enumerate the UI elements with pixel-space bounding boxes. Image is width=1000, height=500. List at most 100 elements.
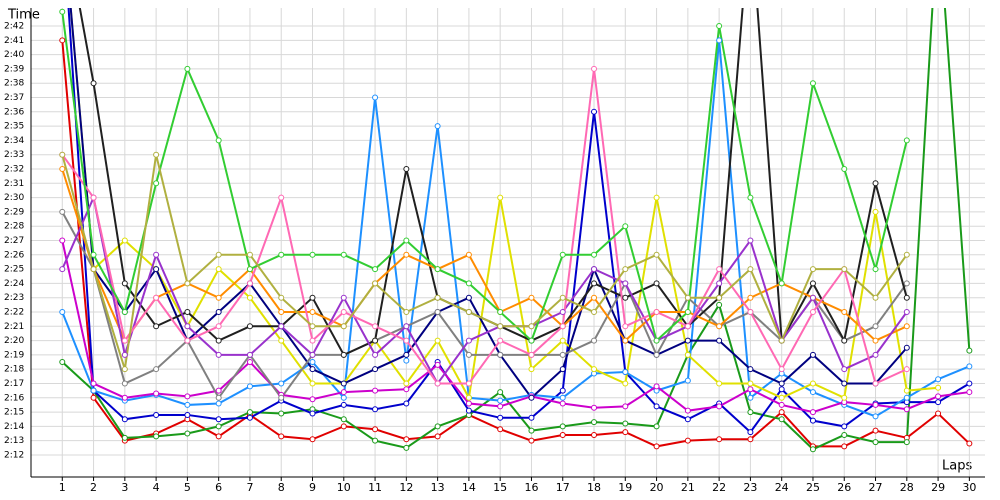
y-tick-label: 2:36 bbox=[4, 107, 24, 117]
data-point bbox=[184, 323, 191, 330]
data-point bbox=[559, 337, 566, 344]
data-point bbox=[372, 280, 379, 287]
x-tick-label: 3 bbox=[121, 481, 128, 494]
data-point bbox=[935, 376, 942, 383]
x-tick-label: 14 bbox=[462, 481, 476, 494]
data-point bbox=[278, 394, 285, 401]
series-line bbox=[61, 211, 908, 400]
data-point bbox=[559, 323, 566, 330]
data-point bbox=[684, 437, 691, 444]
x-axis-label: Laps bbox=[942, 459, 972, 474]
data-point bbox=[59, 237, 66, 244]
data-point bbox=[559, 387, 566, 394]
data-point bbox=[653, 194, 660, 201]
x-tick-label: 30 bbox=[962, 481, 976, 494]
data-point bbox=[215, 323, 222, 330]
data-point bbox=[59, 151, 66, 158]
x-tick-label: 11 bbox=[368, 481, 382, 494]
data-point bbox=[121, 308, 128, 315]
data-point bbox=[278, 410, 285, 417]
data-point bbox=[215, 387, 222, 394]
data-point bbox=[340, 401, 347, 408]
data-point bbox=[309, 396, 316, 403]
data-point bbox=[340, 323, 347, 330]
data-point bbox=[559, 431, 566, 438]
data-point bbox=[278, 337, 285, 344]
data-point bbox=[90, 266, 97, 273]
x-tick-label: 13 bbox=[431, 481, 445, 494]
data-point bbox=[403, 400, 410, 407]
x-tick-label: 9 bbox=[309, 481, 316, 494]
data-point bbox=[809, 417, 816, 424]
y-tick-label: 2:39 bbox=[4, 64, 24, 74]
data-point bbox=[465, 337, 472, 344]
data-point bbox=[778, 386, 785, 393]
data-point bbox=[872, 266, 879, 273]
data-point bbox=[340, 251, 347, 258]
data-point bbox=[591, 431, 598, 438]
data-point bbox=[215, 416, 222, 423]
data-point bbox=[184, 393, 191, 400]
data-point bbox=[121, 337, 128, 344]
data-point bbox=[809, 280, 816, 287]
data-point bbox=[841, 394, 848, 401]
data-point bbox=[809, 351, 816, 358]
y-tick-label: 2:24 bbox=[4, 279, 24, 289]
data-point bbox=[778, 280, 785, 287]
data-point bbox=[215, 137, 222, 144]
data-point bbox=[215, 433, 222, 440]
data-point bbox=[90, 387, 97, 394]
data-point bbox=[434, 308, 441, 315]
data-point bbox=[278, 308, 285, 315]
data-point bbox=[872, 427, 879, 434]
y-tick-label: 2:42 bbox=[4, 22, 24, 32]
data-point bbox=[591, 308, 598, 315]
data-point bbox=[403, 337, 410, 344]
data-point bbox=[747, 429, 754, 436]
data-point bbox=[903, 251, 910, 258]
data-point bbox=[403, 386, 410, 393]
data-point bbox=[90, 194, 97, 201]
data-point bbox=[809, 389, 816, 396]
data-point bbox=[59, 37, 66, 44]
y-tick-label: 2:16 bbox=[4, 393, 24, 403]
data-point bbox=[465, 280, 472, 287]
y-tick-label: 2:14 bbox=[4, 422, 24, 432]
data-point bbox=[372, 387, 379, 394]
series-line bbox=[61, 68, 908, 385]
data-point bbox=[528, 437, 535, 444]
data-point bbox=[90, 251, 97, 258]
x-tick-label: 29 bbox=[931, 481, 945, 494]
data-point bbox=[903, 323, 910, 330]
data-point bbox=[903, 366, 910, 373]
data-point bbox=[309, 436, 316, 443]
data-point bbox=[153, 323, 160, 330]
data-point bbox=[121, 434, 128, 441]
data-point bbox=[778, 416, 785, 423]
data-point bbox=[809, 80, 816, 87]
data-point bbox=[841, 308, 848, 315]
data-point bbox=[841, 423, 848, 430]
data-point bbox=[309, 380, 316, 387]
data-point bbox=[309, 308, 316, 315]
data-point bbox=[559, 400, 566, 407]
data-point bbox=[528, 294, 535, 301]
data-point bbox=[591, 266, 598, 273]
data-point bbox=[872, 294, 879, 301]
series-line bbox=[61, 8, 971, 451]
data-point bbox=[559, 251, 566, 258]
data-point bbox=[591, 366, 598, 373]
data-point bbox=[622, 403, 629, 410]
y-tick-label: 2:35 bbox=[4, 122, 24, 132]
data-point bbox=[872, 323, 879, 330]
data-point bbox=[747, 366, 754, 373]
data-point bbox=[340, 423, 347, 430]
x-tick-label: 23 bbox=[743, 481, 757, 494]
y-tick-label: 2:18 bbox=[4, 365, 24, 375]
data-point bbox=[684, 308, 691, 315]
data-point bbox=[184, 430, 191, 437]
x-tick-label: 21 bbox=[681, 481, 695, 494]
data-point bbox=[716, 436, 723, 443]
data-point bbox=[622, 223, 629, 230]
x-tick-label: 25 bbox=[806, 481, 820, 494]
